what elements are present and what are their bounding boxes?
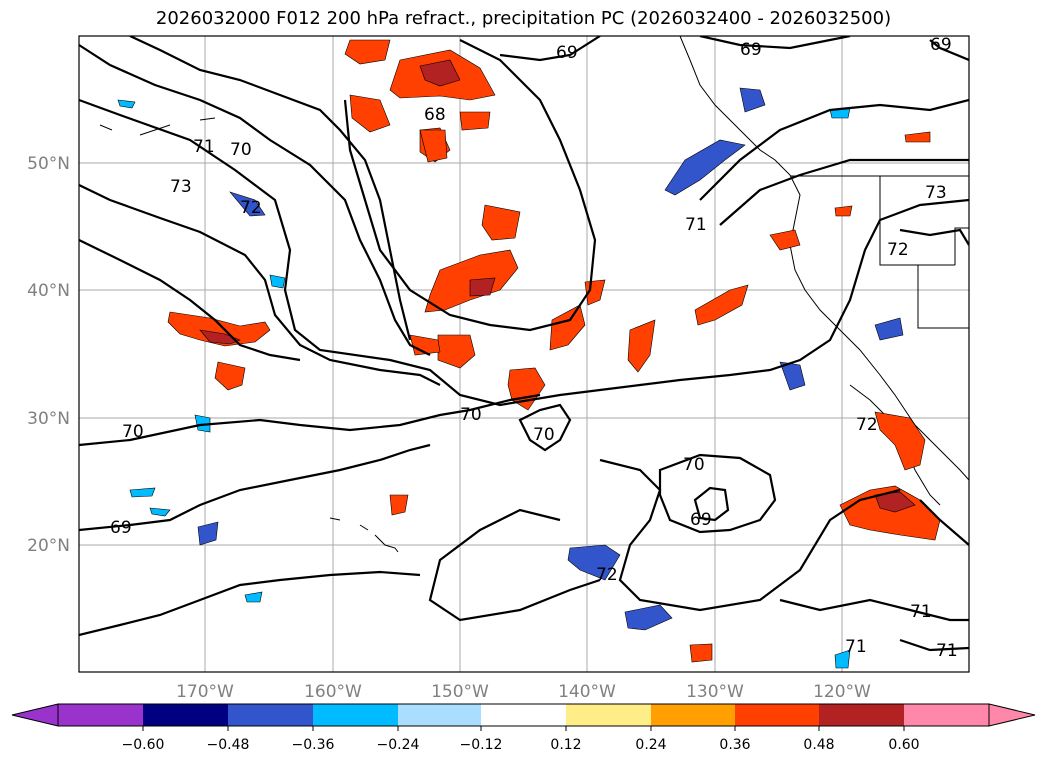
colorbar-segment: [398, 704, 481, 726]
lon-label: 120°W: [813, 682, 871, 702]
lat-label: 50°N: [27, 154, 70, 174]
contour-label: 73: [925, 183, 947, 203]
contour-label: 70: [122, 422, 144, 442]
lon-label: 170°W: [176, 682, 234, 702]
colorbar-segment: [313, 704, 398, 726]
lon-label: 130°W: [686, 682, 744, 702]
lon-label: 160°W: [304, 682, 362, 702]
colorbar-segment: [228, 704, 313, 726]
contour-label: 69: [690, 510, 712, 530]
contour-label: 71: [936, 641, 958, 661]
contour-label: 70: [460, 405, 482, 425]
contour-label: 69: [740, 40, 762, 60]
map-area: [79, 36, 969, 672]
contour-label: 71: [910, 602, 932, 622]
contour-label: 72: [240, 198, 262, 218]
colorbar-segment: [481, 704, 566, 726]
colorbar-tick-label: 0.60: [888, 737, 919, 753]
map-frame: [78, 35, 970, 673]
colorbar-extend-min: [11, 703, 59, 727]
contour-label: 69: [110, 518, 132, 538]
contour-label: 72: [856, 415, 878, 435]
colorbar-tick-label: 0.36: [719, 737, 750, 753]
colorbar-tick-label: −0.60: [122, 737, 165, 753]
colorbar-frame: [57, 703, 990, 727]
colorbar-tick-label: 0.24: [635, 737, 666, 753]
contour-label: 71: [193, 137, 215, 157]
colorbar-segment: [735, 704, 819, 726]
contour-label: 70: [683, 455, 705, 475]
colorbar-segment: [819, 704, 904, 726]
colorbar-extend-max: [988, 703, 1036, 727]
map-title: 2026032000 F012 200 hPa refract., precip…: [155, 8, 892, 29]
latitude-labels: 50°N 40°N 30°N 20°N: [27, 154, 70, 556]
contour-label: 70: [533, 425, 555, 445]
precip-shading: [117, 39, 941, 669]
contour-label: 73: [170, 177, 192, 197]
lon-label: 150°W: [431, 682, 489, 702]
longitude-labels: 170°W 160°W 150°W 140°W 130°W 120°W: [176, 682, 871, 702]
contour-label: 72: [596, 565, 618, 585]
colorbar-segment: [904, 704, 989, 726]
contour-label: 69: [556, 43, 578, 63]
colorbar-tick-label: −0.36: [292, 737, 335, 753]
contour-label: 68: [424, 105, 446, 125]
contour-labels: 69 69 69 68 70 71 72 73 71 72 73 70 70 7…: [110, 35, 958, 661]
lat-label: 40°N: [27, 281, 70, 301]
contour-label: 70: [230, 140, 252, 160]
lat-label: 20°N: [27, 536, 70, 556]
contour-label: 69: [930, 35, 952, 55]
colorbar-segment: [143, 704, 228, 726]
colorbar: −0.60 −0.48 −0.36 −0.24 −0.12 0.12 0.24 …: [11, 703, 1036, 753]
lon-label: 140°W: [558, 682, 616, 702]
colorbar-tick-label: 0.48: [803, 737, 834, 753]
colorbar-segment: [58, 704, 143, 726]
contour-label: 72: [887, 240, 909, 260]
colorbar-segment: [566, 704, 651, 726]
contour-label: 71: [685, 215, 707, 235]
contour-label: 71: [845, 637, 867, 657]
colorbar-tick-label: −0.48: [207, 737, 250, 753]
colorbar-segment: [651, 704, 735, 726]
refractivity-contours: [79, 36, 969, 652]
colorbar-tick-label: −0.12: [460, 737, 503, 753]
colorbar-tick-label: −0.24: [377, 737, 420, 753]
lat-label: 30°N: [27, 409, 70, 429]
colorbar-tick-label: 0.12: [550, 737, 581, 753]
